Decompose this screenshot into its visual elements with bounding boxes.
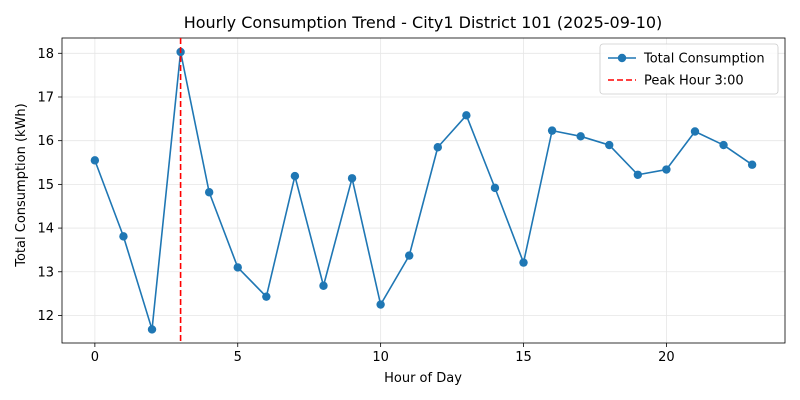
data-point	[119, 232, 128, 241]
data-point	[147, 325, 157, 334]
data-point	[747, 160, 757, 169]
legend-label: Peak Hour 3:00	[644, 74, 744, 89]
data-point	[633, 170, 643, 179]
y-tick-label: 14	[37, 222, 54, 237]
y-tick-label: 12	[37, 309, 54, 324]
data-point	[433, 143, 442, 152]
legend-label: Total Consumption	[643, 52, 765, 67]
data-point	[347, 174, 357, 183]
data-point	[290, 171, 300, 181]
data-point	[262, 292, 271, 301]
x-tick-label: 15	[515, 350, 532, 365]
data-point	[719, 140, 728, 150]
data-point	[204, 188, 214, 197]
y-tick-label: 15	[37, 178, 54, 193]
x-axis-label: Hour of Day	[384, 371, 462, 386]
data-point	[233, 263, 242, 272]
data-point	[547, 126, 557, 135]
data-point	[90, 156, 100, 165]
data-point	[319, 281, 328, 290]
data-point	[462, 111, 471, 120]
series-line	[94, 51, 753, 331]
legend-marker-swatch	[617, 53, 627, 63]
data-point	[519, 258, 528, 267]
axes-frame	[61, 37, 786, 344]
data-point	[576, 132, 585, 141]
y-axis-label: Total Consumption (kWh)	[14, 103, 29, 268]
data-point	[405, 251, 414, 260]
x-tick-label: 0	[91, 350, 99, 365]
data-point	[662, 165, 671, 174]
data-point	[490, 183, 500, 193]
data-point	[376, 300, 385, 309]
data-point	[605, 140, 614, 150]
y-tick-label: 17	[37, 90, 54, 105]
y-tick-label: 16	[37, 134, 54, 149]
y-tick-label: 18	[37, 47, 54, 62]
plot-area: 0 5 10 15 20 12 13 14 15 16 17 18	[37, 37, 786, 365]
x-tick-label: 20	[658, 350, 675, 365]
x-tick-label: 5	[234, 350, 242, 365]
y-tick-label: 13	[37, 265, 54, 280]
data-point	[690, 127, 700, 136]
x-tick-label: 10	[372, 350, 389, 365]
legend-box	[599, 43, 779, 95]
legend: Total Consumption Peak Hour 3:00	[599, 43, 779, 95]
chart-title: Hourly Consumption Trend - City1 Distric…	[184, 13, 663, 32]
